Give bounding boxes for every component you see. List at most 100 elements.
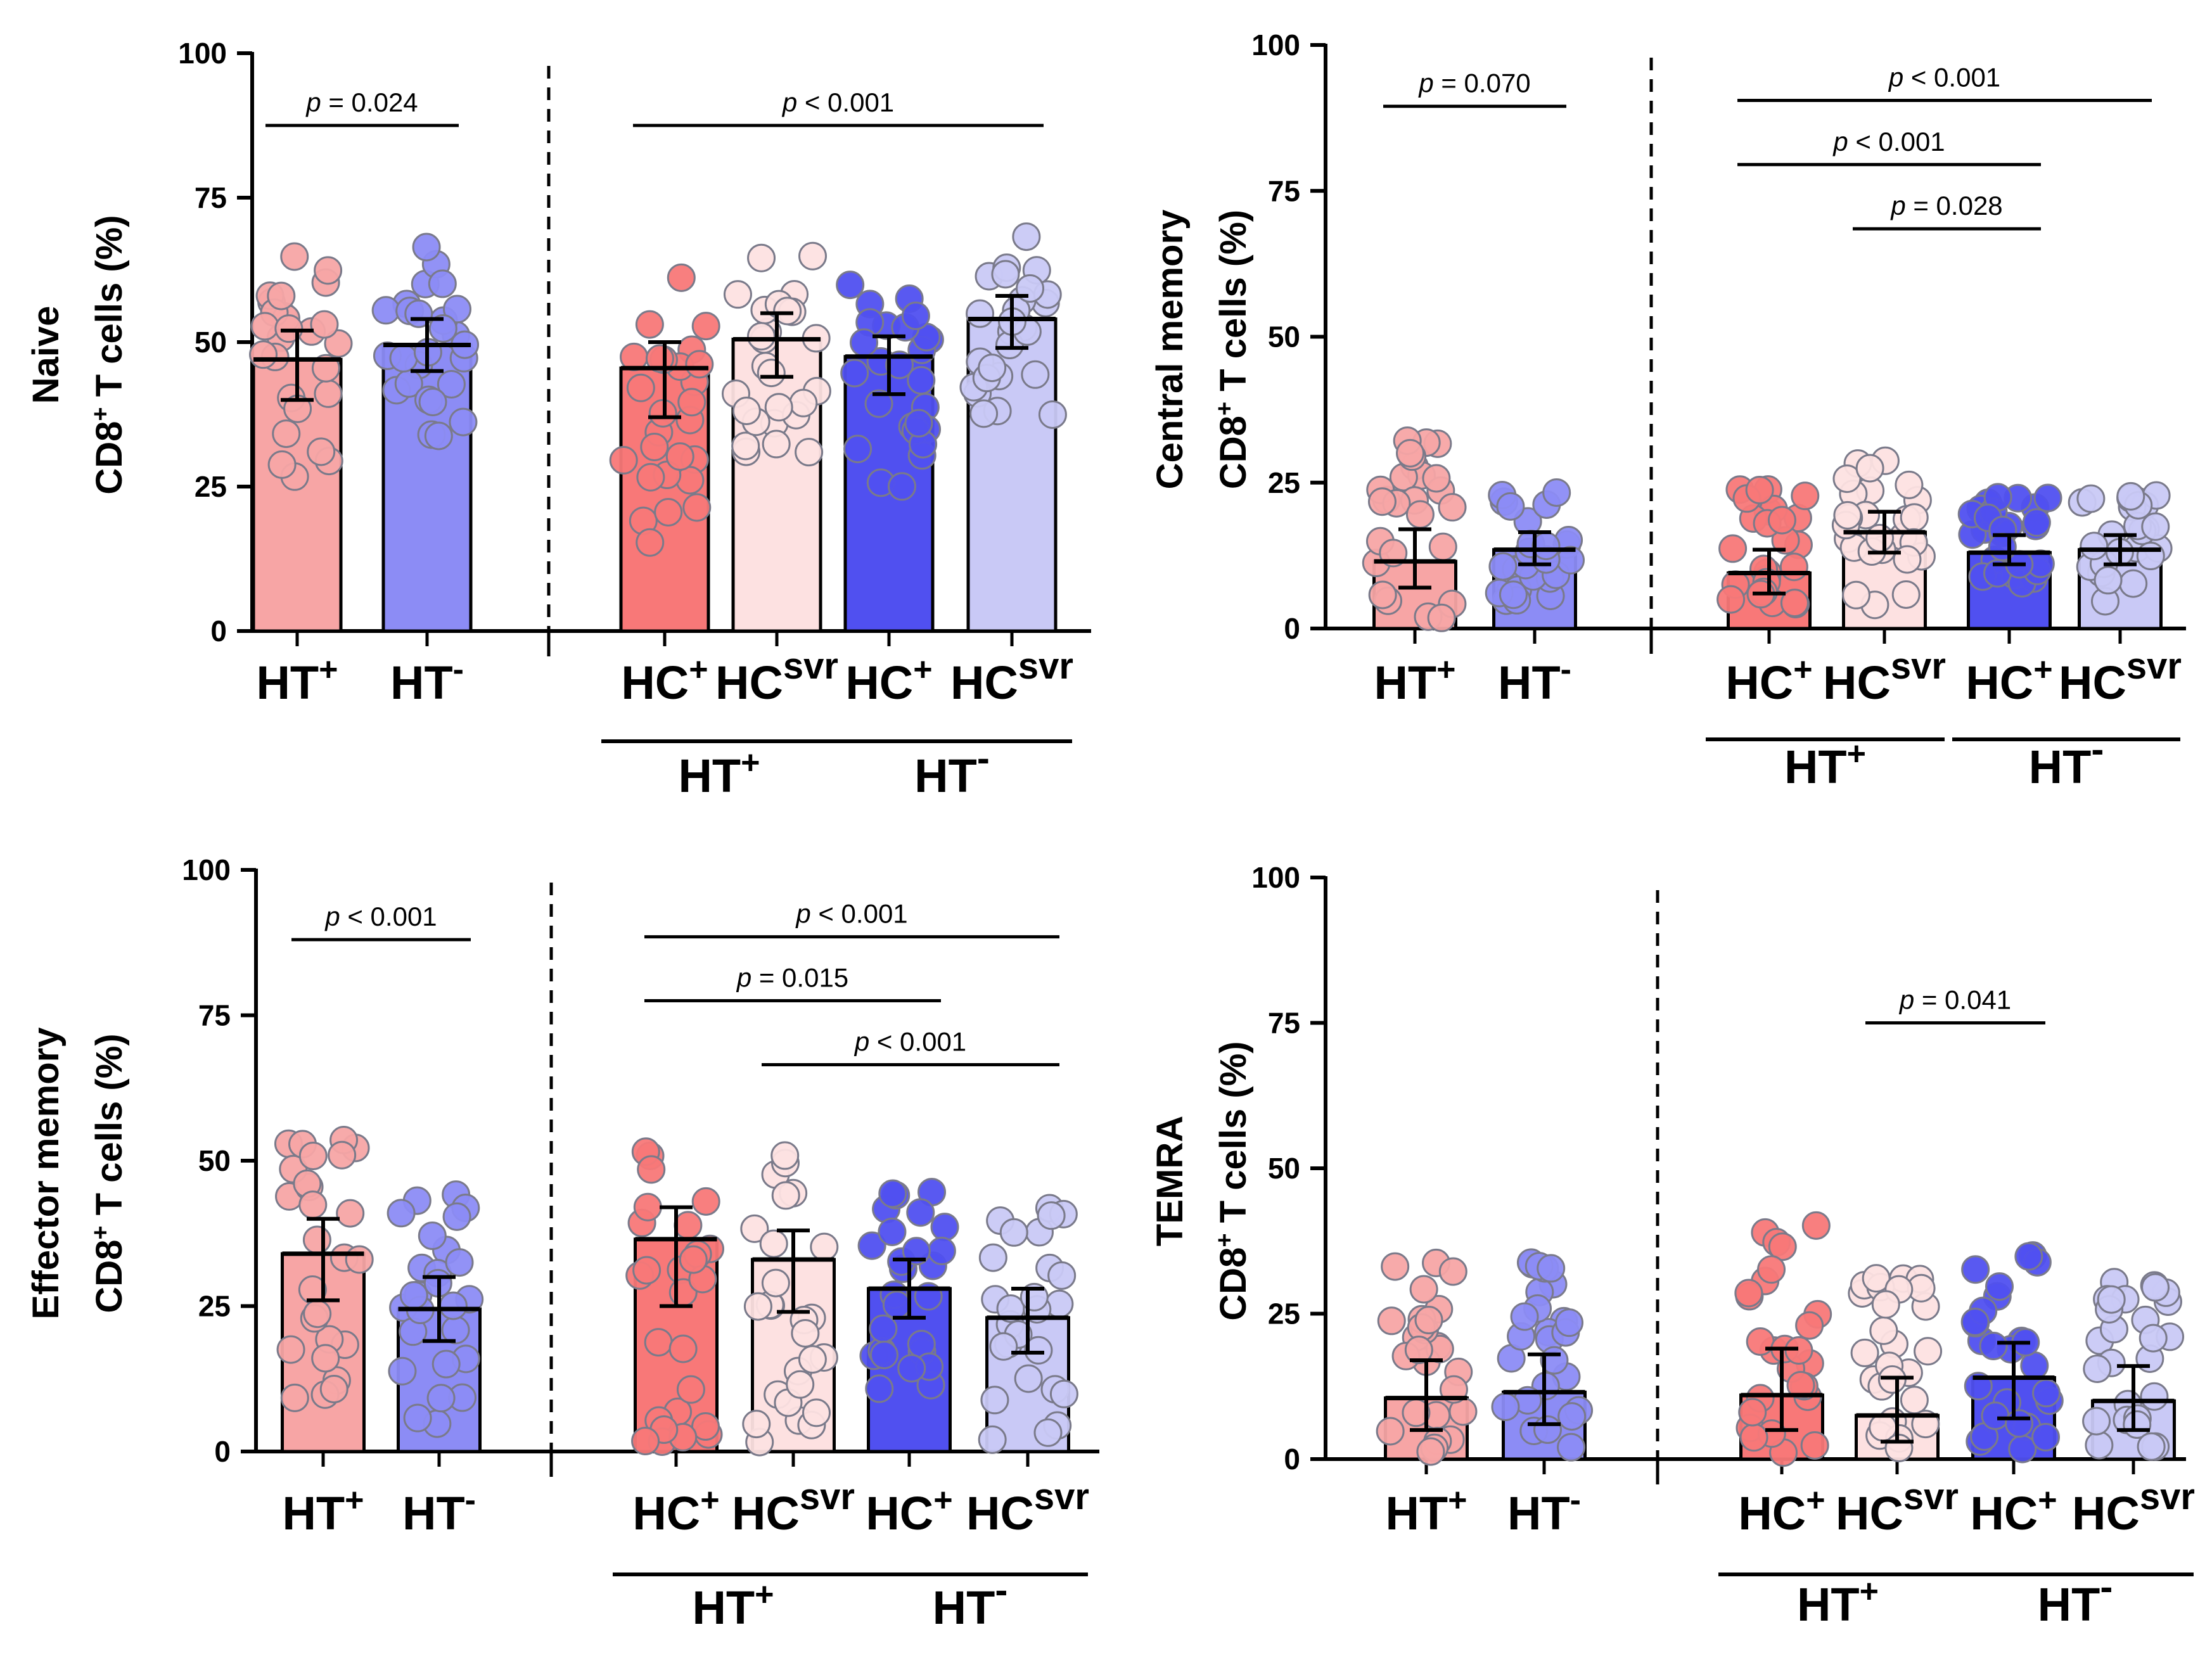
data-point (1893, 545, 1922, 574)
data-point (1416, 1437, 1445, 1466)
data-point (1746, 1327, 1775, 1356)
p-value-letter: p (1889, 191, 1905, 220)
data-point (798, 241, 828, 271)
data-point (1891, 580, 1921, 609)
data-point (1557, 1402, 1587, 1431)
data-point (930, 1213, 959, 1242)
xlabel-ht-pos: HT+ (256, 651, 338, 709)
p-value-text: = 0.024 (321, 87, 418, 117)
p-value-text: < 0.001 (869, 1027, 966, 1057)
data-point (759, 1229, 788, 1258)
data-point (1404, 1336, 1433, 1365)
data-point (445, 1248, 474, 1277)
data-point (298, 1190, 328, 1220)
data-point (1850, 1338, 1879, 1367)
data-point (2083, 1354, 2112, 1383)
p-value-label: p < 0.001 (853, 1027, 966, 1057)
data-point (764, 393, 793, 422)
xlabel-ht-pos-sup: + (345, 1482, 364, 1519)
data-point (1779, 552, 1808, 582)
p-value-letter: p (1898, 985, 1914, 1015)
data-point (2097, 1285, 2126, 1314)
data-point (679, 1245, 708, 1274)
y-tick-label: 25 (198, 1290, 231, 1323)
data-point (789, 388, 818, 418)
group-label-ht-pos: HT+ (692, 1576, 774, 1634)
p-value-letter: p (1417, 68, 1433, 98)
data-point (1438, 493, 1467, 522)
p-value-text: = 0.028 (1906, 191, 2003, 220)
y-axis-label-prefix: CD8 (1213, 1247, 1254, 1321)
y-axis-label: CD8+ T cells (%) (1211, 1041, 1254, 1320)
xlabel-hc-svr-sup: svr (1891, 646, 1946, 687)
xlabel-ht-neg: HT- (402, 1482, 476, 1540)
xlabel-hc-svr-base: HC (1823, 656, 1891, 709)
y-axis-label-prefix: CD8 (1213, 416, 1254, 489)
xlabel-hc-svr-sup: svr (800, 1476, 855, 1517)
data-point (904, 409, 933, 438)
data-point (1961, 1255, 1990, 1284)
xlabel-ht-neg-base: HT (402, 1487, 465, 1540)
data-point (336, 1199, 365, 1228)
xlabel-hc-pos-base: HC (621, 656, 689, 709)
data-point (1037, 1201, 1066, 1230)
y-tick-label: 50 (198, 1144, 231, 1177)
data-point (438, 1291, 468, 1320)
data-point (1795, 1311, 1824, 1340)
data-point (743, 1292, 772, 1321)
xlabel-hc-pos-sup: + (913, 651, 932, 688)
data-point (857, 1231, 886, 1260)
data-point (1734, 1279, 1763, 1308)
data-point (403, 1403, 432, 1432)
p-value-letter: p (1832, 127, 1848, 156)
xlabel-hc-svr-base: HC (1836, 1487, 1903, 1540)
xlabel-ht-neg-sup: - (465, 1482, 476, 1519)
y-axis-label: CD8+ T cells (%) (87, 1033, 130, 1313)
data-point (1869, 1316, 1898, 1345)
xlabel-hc-pos-base: HC (866, 1487, 933, 1540)
xlabel-hc-svr: HCsvr (950, 646, 1073, 710)
data-point (371, 296, 400, 325)
p-value-text: = 0.041 (1914, 985, 2011, 1015)
data-point (810, 1232, 839, 1261)
data-point (2141, 1273, 2170, 1302)
data-point (432, 1349, 461, 1379)
xlabel-ht-pos: HT+ (282, 1482, 364, 1540)
data-point (654, 497, 683, 526)
xlabel-hc-pos: HC+ (1738, 1482, 1825, 1540)
group-label-sup: - (2100, 1566, 2113, 1608)
y-tick-label: 0 (1284, 1443, 1300, 1476)
xlabel-hc-pos-sup: + (700, 1482, 719, 1519)
data-point (1780, 589, 1809, 618)
data-point (1767, 506, 1796, 535)
data-point (668, 1334, 698, 1363)
data-point (319, 1374, 348, 1403)
y-tick-label: 0 (210, 615, 227, 648)
data-point (762, 430, 791, 459)
p-value-label: p < 0.001 (795, 899, 907, 929)
p-value-label: p < 0.001 (324, 902, 437, 931)
data-point (1038, 400, 1067, 429)
xlabel-hc-svr-base: HC (966, 1487, 1034, 1540)
xlabel-hc-pos-base: HC (1725, 656, 1793, 709)
p-value-letter: p (1888, 62, 1903, 92)
group-label-sup: - (2091, 728, 2104, 770)
data-point (249, 340, 278, 369)
data-point (1381, 1252, 1410, 1281)
xlabel-ht-neg-sup: - (453, 651, 464, 688)
data-point (757, 359, 786, 388)
xlabel-hc-pos-base: HC (1966, 656, 2033, 709)
p-value-letter: p (305, 87, 321, 117)
data-point (897, 1354, 926, 1383)
xlabel-hc-pos: HC+ (1970, 1482, 2057, 1540)
data-point (1865, 523, 1895, 552)
panel-title: Naive (25, 306, 67, 404)
data-point (388, 1356, 417, 1386)
data-point (2076, 484, 2106, 513)
xlabel-hc-pos: HC+ (866, 1482, 952, 1540)
group-label-ht-pos: HT+ (1797, 1573, 1879, 1631)
data-point (761, 1268, 790, 1298)
